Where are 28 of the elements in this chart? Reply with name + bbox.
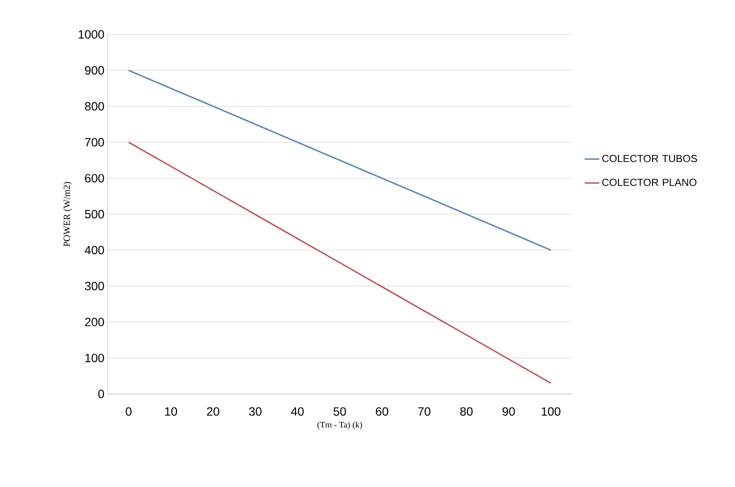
y-tick-label: 1000 [78, 30, 104, 39]
x-tick-label: 50 [334, 407, 346, 416]
x-tick-label: 0 [126, 407, 132, 416]
x-tick-label: 40 [291, 407, 304, 416]
x-tick-label: 70 [418, 407, 430, 416]
y-tick-label: 100 [85, 354, 104, 362]
y-tick-label: 900 [85, 66, 104, 75]
x-tick-label: 100 [542, 407, 560, 416]
y-tick-label: 500 [84, 210, 104, 218]
line-series [128, 142, 552, 384]
line-series [128, 70, 552, 251]
x-tick-label: 80 [460, 407, 473, 416]
y-axis-title: POWER (W/m2) [63, 182, 72, 247]
x-tick-label: 10 [165, 407, 178, 416]
legend-label: COLECTOR PLANO [602, 178, 696, 186]
y-tick-label: 400 [84, 246, 104, 254]
x-tick-label: 30 [249, 407, 262, 416]
y-tick-label: 800 [85, 102, 104, 111]
y-tick-label: 200 [85, 318, 104, 326]
y-tick-label: 300 [84, 282, 104, 290]
x-tick-label: 20 [207, 407, 220, 416]
legend-label: COLECTOR TUBOS [602, 154, 698, 162]
y-tick-label: 0 [98, 390, 104, 398]
x-tick-label: 60 [376, 407, 388, 416]
x-axis-title: (Tm - Ta) (k) [317, 422, 362, 430]
y-tick-label: 600 [85, 174, 104, 183]
y-tick-label: 700 [85, 138, 104, 147]
x-tick-label: 90 [502, 407, 515, 416]
